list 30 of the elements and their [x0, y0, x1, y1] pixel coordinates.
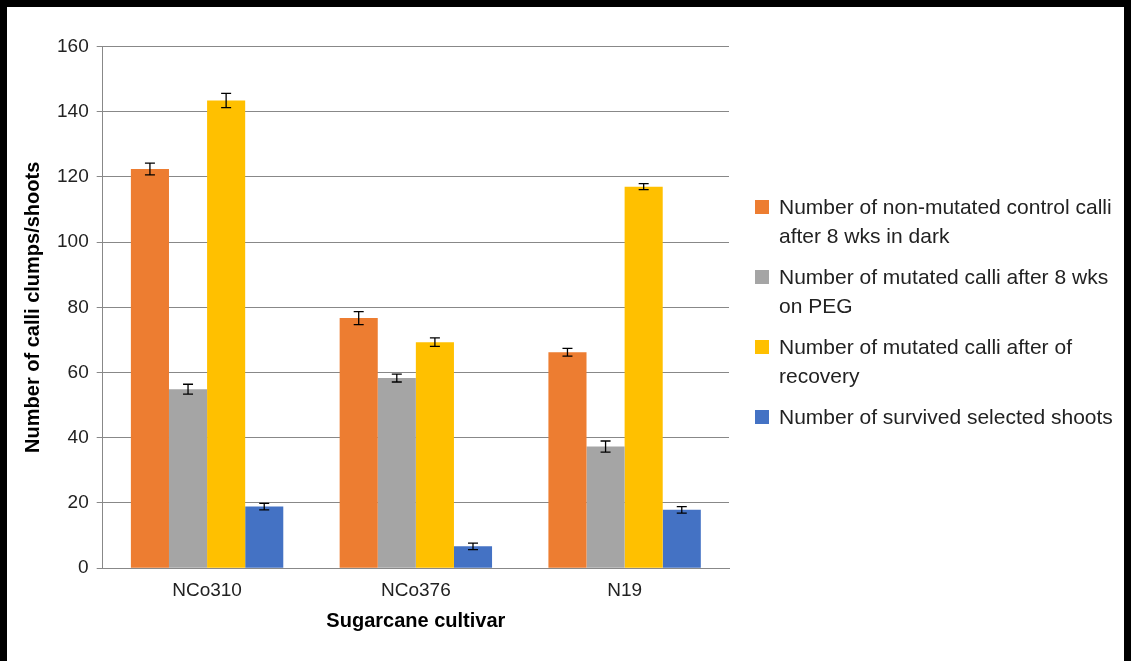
- y-tick-label: 160: [57, 34, 89, 56]
- bar: [624, 186, 663, 568]
- bar: [453, 546, 493, 568]
- bar: [207, 100, 246, 568]
- x-tick-label: N19: [607, 578, 643, 600]
- legend-label: Number of survived selected shoots: [779, 404, 1113, 430]
- bar: [245, 506, 284, 568]
- y-tick-label: 100: [57, 230, 89, 252]
- bar: [130, 169, 169, 568]
- y-tick-label: 80: [67, 295, 89, 317]
- x-tick-label: NCo376: [380, 578, 451, 600]
- bar: [662, 509, 701, 568]
- y-axis-title: Number of calli clumps/shoots: [20, 161, 43, 453]
- y-tick-label: 60: [67, 360, 89, 382]
- y-tick-label: 0: [78, 556, 89, 578]
- y-tick-label: 140: [57, 99, 89, 121]
- x-tick-label: NCo310: [172, 578, 242, 600]
- y-tick-label: 20: [67, 491, 89, 513]
- bar: [586, 446, 625, 568]
- legend-label: Number of non-mutated control calli after 8 wks in dark: [779, 194, 1113, 249]
- bar: [377, 378, 416, 568]
- x-axis-title: Sugarcane cultivar: [326, 608, 506, 631]
- bar: [339, 318, 378, 568]
- y-tick-label: 120: [57, 165, 89, 187]
- y-tick-label: 40: [67, 425, 89, 447]
- bar: [415, 342, 454, 568]
- legend-label: Number of mutated calli after 8 wks on PEG: [779, 264, 1110, 319]
- bar: [548, 352, 587, 568]
- bar: [168, 389, 208, 568]
- legend-label: Number of mutated calli after of recovery: [779, 334, 1073, 389]
